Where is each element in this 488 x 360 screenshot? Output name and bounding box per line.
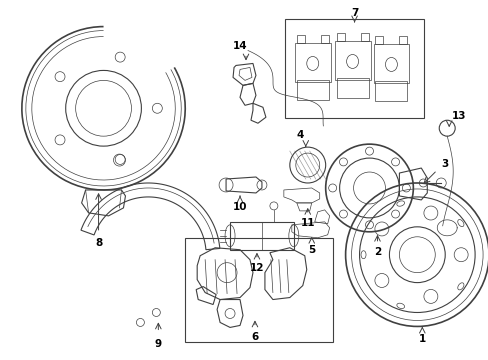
Bar — [285, 19, 424, 118]
Text: 2: 2 — [373, 247, 380, 257]
Text: 5: 5 — [307, 245, 315, 255]
Bar — [229, 222, 293, 250]
Text: 1: 1 — [418, 334, 425, 345]
Text: 7: 7 — [350, 8, 358, 18]
Text: 3: 3 — [441, 159, 448, 169]
Text: 13: 13 — [451, 111, 466, 121]
Bar — [360, 32, 368, 41]
Bar — [320, 35, 328, 42]
Text: 8: 8 — [95, 238, 102, 248]
Bar — [373, 44, 408, 84]
Text: 9: 9 — [155, 339, 162, 349]
Bar — [336, 78, 368, 98]
Text: 14: 14 — [232, 41, 247, 50]
Text: 12: 12 — [249, 263, 264, 273]
Bar — [399, 36, 407, 44]
Bar — [296, 80, 328, 100]
Bar — [336, 32, 344, 41]
Text: 4: 4 — [296, 130, 303, 140]
Text: 6: 6 — [251, 332, 258, 342]
Bar — [294, 42, 330, 82]
Bar — [375, 36, 383, 44]
Text: 10: 10 — [232, 202, 247, 212]
Bar — [375, 81, 407, 101]
Bar — [334, 41, 370, 80]
Bar — [296, 35, 304, 42]
Text: 11: 11 — [300, 218, 314, 228]
Bar — [185, 238, 332, 342]
